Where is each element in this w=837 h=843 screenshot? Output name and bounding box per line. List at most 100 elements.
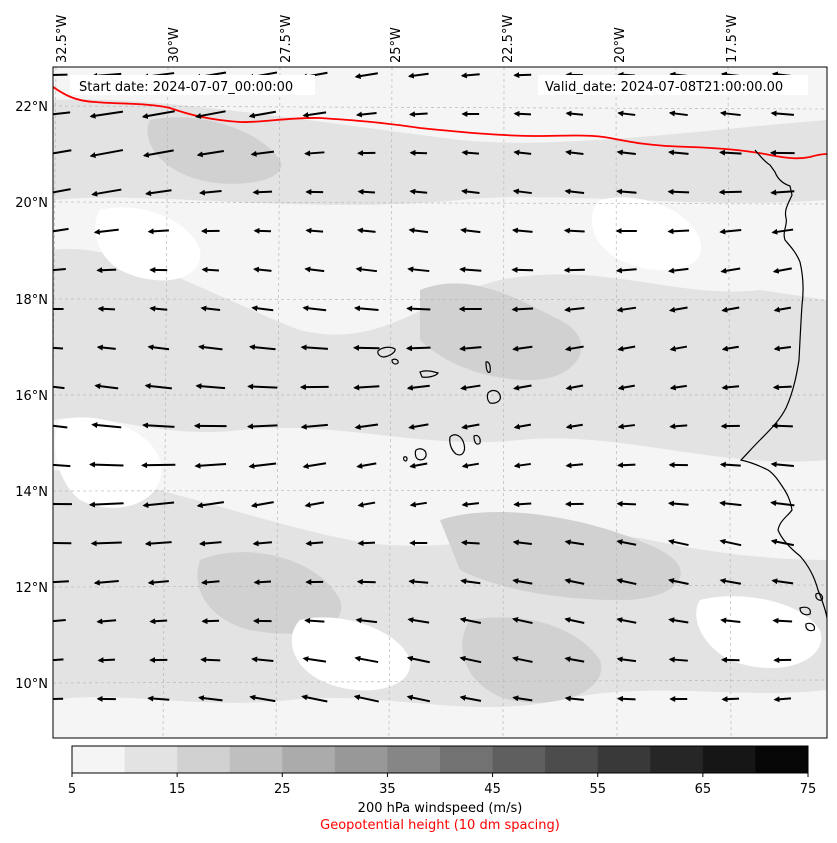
wind-arrow: [53, 188, 71, 194]
colorbar-swatch: [492, 746, 546, 773]
wind-arrow: [53, 580, 69, 584]
wind-arrow: [406, 305, 431, 312]
wind-arrow: [460, 384, 481, 391]
wind-arrow: [89, 110, 124, 119]
wind-arrow: [772, 267, 792, 274]
wind-arrow: [149, 618, 168, 625]
wind-arrow: [770, 189, 795, 196]
colorbar-tick-label: 15: [169, 782, 186, 797]
wind-arrow: [511, 306, 534, 313]
wind-arrow: [53, 619, 66, 623]
wind-arrow: [719, 149, 742, 156]
start-date-box: [70, 75, 315, 95]
wind-arrow: [90, 540, 122, 547]
wind-arrow: [721, 696, 740, 703]
lat-label-14n: 14°N: [15, 485, 48, 500]
wind-arrow: [304, 501, 325, 508]
wind-arrow: [141, 110, 175, 119]
wind-arrow: [459, 695, 482, 702]
wind-arrow: [459, 655, 482, 664]
wind-arrow: [616, 500, 637, 507]
wind-arrow: [147, 695, 170, 702]
wind-arrow: [564, 539, 585, 546]
wind-arrow: [248, 344, 276, 351]
wind-arrow: [564, 578, 585, 585]
wind-arrow: [200, 305, 221, 312]
wind-arrow: [565, 384, 584, 391]
lon-label-27-5w: 27.5°W: [279, 15, 294, 63]
colorbar-tick-label: 25: [274, 782, 291, 797]
wind-arrow: [250, 150, 275, 157]
wind-arrow: [250, 501, 274, 509]
wind-arrow: [355, 617, 378, 624]
colorbar-swatch: [72, 746, 126, 773]
wind-arrow: [770, 110, 794, 117]
wind-arrow: [147, 579, 169, 586]
wind-arrow: [408, 423, 429, 430]
wind-arrow: [720, 617, 741, 624]
wind-arrow: [773, 306, 792, 313]
wind-arrow: [354, 655, 379, 664]
colorbar-tick-label: 35: [379, 782, 396, 797]
wind-arrow: [141, 462, 176, 469]
wind-arrow: [96, 344, 116, 351]
wind-arrow: [564, 306, 585, 313]
wind-arrow: [719, 110, 741, 117]
wind-arrow: [200, 656, 221, 663]
wind-arrow: [773, 345, 791, 352]
longitude-labels: 32.5°W 30°W 27.5°W 25°W 22.5°W 20°W 17.5…: [55, 15, 740, 63]
wind-arrow: [407, 617, 430, 624]
island-santo-antao: [377, 346, 396, 358]
wind-arrow: [302, 111, 327, 118]
colorbar-tick-label: 5: [68, 782, 76, 797]
wind-arrow: [770, 500, 795, 507]
map-frame: [52, 66, 828, 739]
wind-arrow: [197, 695, 223, 702]
wind-arrow: [145, 189, 172, 197]
graticule-gridlines: [53, 67, 827, 738]
wind-arrow: [357, 540, 376, 547]
wind-arrow: [669, 345, 688, 352]
wind-arrow: [461, 188, 480, 195]
colorbar-swatch: [597, 746, 651, 773]
wind-arrow: [354, 305, 379, 312]
wind-arrow: [669, 384, 687, 391]
wind-arrow: [97, 657, 116, 664]
wind-arrow: [353, 694, 379, 703]
wind-arrow: [770, 538, 794, 547]
wind-arrow: [513, 462, 531, 469]
wind-arrow: [89, 461, 124, 468]
colorbar-ticks: 5 15 25 35 45 55 65 75: [68, 773, 816, 797]
wind-arrow: [144, 383, 172, 390]
wind-arrow: [617, 345, 636, 352]
colorbar-sublabel: Geopotential height (10 dm spacing): [320, 818, 560, 833]
colorbar-tick-label: 45: [484, 782, 501, 797]
lat-label-20n: 20°N: [15, 196, 48, 211]
wind-arrow: [149, 305, 168, 312]
wind-arrow: [771, 422, 793, 429]
island-brava: [403, 456, 408, 462]
wind-arrow: [667, 228, 690, 235]
lon-label-32-5w: 32.5°W: [55, 15, 70, 63]
wind-arrow: [719, 500, 742, 507]
colorbar-swatches: [72, 746, 809, 773]
wind-arrow: [198, 189, 222, 196]
wind-arrow: [302, 656, 327, 663]
colorbar-frame: [71, 745, 809, 774]
wind-arrow: [93, 579, 119, 586]
wind-arrow: [246, 423, 278, 430]
wind-arrow: [721, 345, 739, 352]
wind-arrow: [512, 695, 533, 702]
wind-arrow: [406, 694, 431, 703]
wind-arrow: [770, 461, 794, 468]
wind-arrow: [196, 149, 224, 158]
colorbar-swatch: [702, 746, 756, 773]
wind-arrow: [461, 423, 480, 430]
wind-arrow: [96, 267, 117, 274]
lon-label-30w: 30°W: [167, 27, 182, 63]
wind-arrow: [668, 110, 688, 117]
wind-arrow: [616, 617, 637, 624]
wind-arrow: [668, 617, 689, 624]
wind-arrow: [142, 422, 175, 429]
